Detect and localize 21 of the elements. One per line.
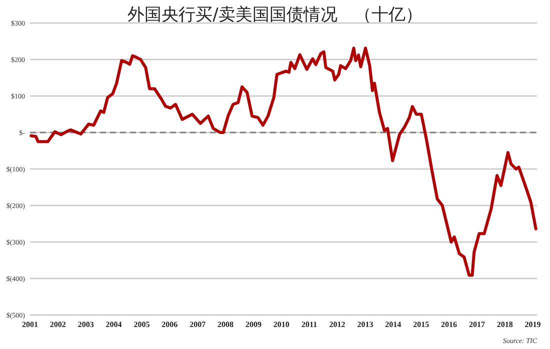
x-tick-label: 2011 bbox=[302, 320, 318, 329]
line-series bbox=[30, 46, 538, 277]
x-tick-label: 2015 bbox=[413, 320, 430, 329]
x-tick-label: 2012 bbox=[329, 320, 346, 329]
x-tick-label: 2002 bbox=[50, 320, 66, 329]
x-tick-label: 2019 bbox=[524, 320, 541, 329]
x-tick-label: 2018 bbox=[496, 320, 513, 329]
x-tick-label: 2009 bbox=[245, 320, 262, 329]
x-tick-label: 2017 bbox=[468, 320, 485, 329]
x-tick-label: 2007 bbox=[190, 320, 206, 329]
x-tick-label: 2001 bbox=[22, 320, 38, 329]
x-tick-label: 2008 bbox=[218, 320, 234, 329]
x-tick-label: 2006 bbox=[162, 320, 178, 329]
x-tick-label: 2013 bbox=[357, 320, 374, 329]
x-tick-label: 2005 bbox=[134, 320, 150, 329]
x-tick-label: 2004 bbox=[106, 320, 122, 329]
x-tick-label: 2016 bbox=[441, 320, 458, 329]
chart-title: 外国央行买/卖美国国债情况 （十亿） bbox=[128, 5, 422, 25]
x-tick-label: 2014 bbox=[385, 320, 402, 329]
x-tick-label: 2010 bbox=[273, 320, 290, 329]
x-tick-label: 2003 bbox=[78, 320, 94, 329]
